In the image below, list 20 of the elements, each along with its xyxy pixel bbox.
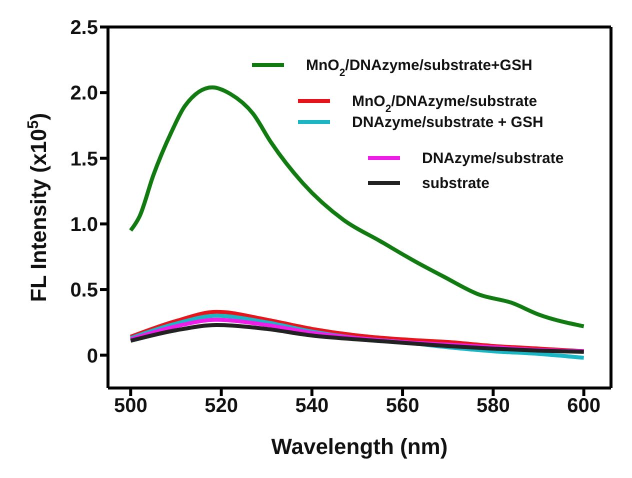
y-tick-label: 0.5 <box>70 280 98 302</box>
x-tick-label: 560 <box>386 395 420 418</box>
x-tick-label: 600 <box>567 395 600 418</box>
x-axis-title: Wavelength (nm) <box>271 434 448 459</box>
legend-label: MnO$_{2}$/DNAzyme/substrate+GSH <box>306 57 532 79</box>
legend-label: substrate <box>422 175 490 192</box>
x-tick-label: 540 <box>295 395 329 418</box>
line-series <box>128 85 586 328</box>
y-tick-label: 2.0 <box>70 82 98 105</box>
legend-label: MnO$_{2}$/DNAzyme/substrate <box>352 93 538 115</box>
x-tick-label: 500 <box>114 395 148 418</box>
y-tick-label: 0 <box>86 345 98 368</box>
y-tick-label: 1.5 <box>70 148 98 170</box>
legend-label: DNAzyme/substrate <box>422 150 564 167</box>
legend-label: DNAzyme/substrate + GSH <box>352 114 544 131</box>
x-tick-label: 580 <box>476 395 510 418</box>
line-series <box>128 322 586 354</box>
y-tick-label: 2.5 <box>70 17 98 40</box>
x-tick-label: 520 <box>204 395 238 418</box>
y-tick-label: 1.0 <box>70 214 98 236</box>
